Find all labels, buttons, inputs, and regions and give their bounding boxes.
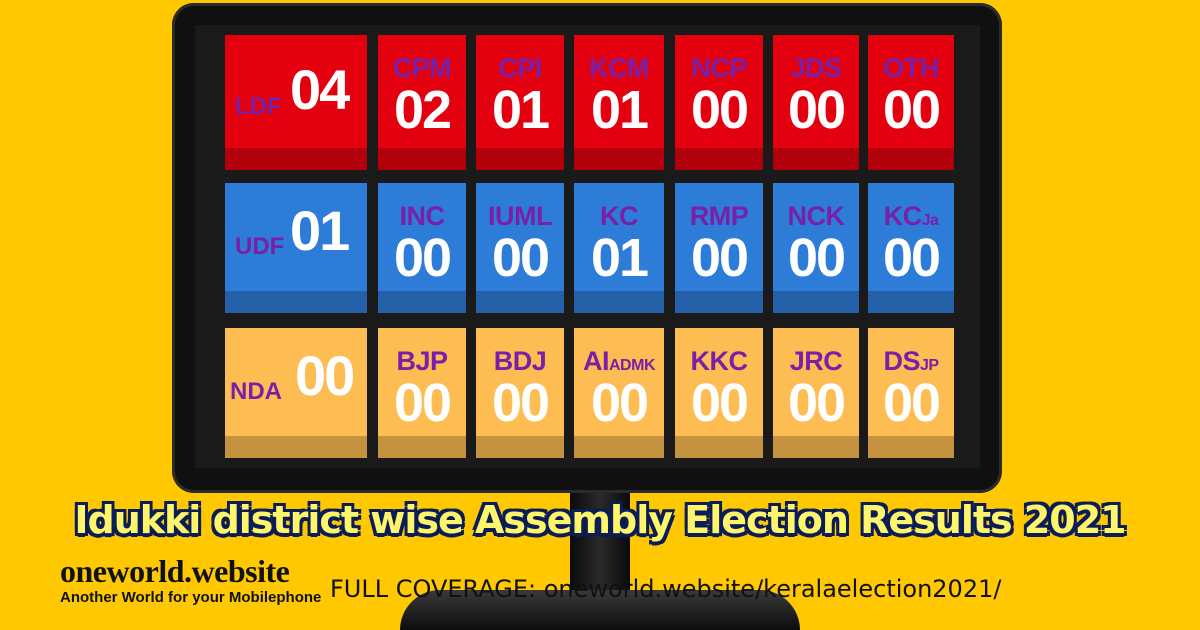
party-name: CPM	[392, 53, 452, 83]
party-cell-cpi: CPI 01	[476, 35, 564, 170]
party-count: 00	[690, 80, 749, 140]
results-board: LDF 04 CPM 02 CPI 01 KCM 01 NCP 00 JDS 0…	[195, 25, 980, 468]
party-name: KKC	[690, 346, 749, 376]
party-count: 01	[590, 80, 649, 140]
ldf-count: 04	[290, 58, 350, 121]
party-count: 01	[491, 80, 550, 140]
party-cell-kkc: KKC 00	[675, 328, 763, 458]
party-cell-nck: NCK 00	[773, 183, 859, 313]
party-cell-jrc: JRC 00	[773, 328, 859, 458]
party-cell-iuml: IUML 00	[476, 183, 564, 313]
party-cell-aiadmk: AIADMK 00	[574, 328, 664, 458]
party-count: 00	[690, 373, 749, 433]
party-cell-ncp: NCP 00	[675, 35, 763, 170]
party-cell-inc: INC 00	[378, 183, 466, 313]
party-name: NCP	[691, 53, 747, 83]
party-count: 00	[882, 373, 941, 433]
party-name: KCM	[589, 53, 650, 83]
headline: Idukki district wise Assembly Election R…	[74, 498, 1126, 542]
ldf-label: LDF	[235, 93, 282, 120]
monitor-stand-base	[400, 590, 800, 630]
party-count: 00	[882, 228, 941, 288]
party-count: 00	[393, 373, 452, 433]
party-count: 00	[787, 373, 846, 433]
party-count: 00	[787, 228, 846, 288]
party-count: 00	[393, 228, 452, 288]
party-cell-bdj: BDJ 00	[476, 328, 564, 458]
party-count: 00	[690, 228, 749, 288]
party-count: 00	[590, 373, 649, 433]
party-count: 00	[882, 80, 941, 140]
party-cell-oth: OTH 00	[868, 35, 954, 170]
party-name: KCJa	[883, 201, 939, 231]
party-cell-kcm: KCM 01	[574, 35, 664, 170]
party-cell-jds: JDS 00	[773, 35, 859, 170]
party-name: JDS	[790, 53, 842, 83]
party-cell-kcja: KCJa 00	[868, 183, 954, 313]
udf-label: UDF	[235, 233, 285, 260]
party-subscript: JP	[919, 357, 939, 374]
udf-total-cell: UDF 01	[225, 183, 367, 313]
party-subscript: Ja	[921, 212, 939, 229]
party-name: AIADMK	[583, 346, 656, 376]
party-cell-cpm: CPM 02	[378, 35, 466, 170]
party-count: 00	[787, 80, 846, 140]
party-name: JRC	[789, 346, 843, 376]
party-name: BJP	[396, 346, 448, 376]
nda-count: 00	[295, 344, 355, 407]
party-name: CPI	[498, 53, 542, 83]
party-cell-bjp: BJP 00	[378, 328, 466, 458]
party-count: 00	[491, 373, 550, 433]
party-count: 01	[590, 228, 649, 288]
party-subscript: ADMK	[609, 357, 656, 374]
party-cell-kc: KC 01	[574, 183, 664, 313]
party-cell-dsjp: DSJP 00	[868, 328, 954, 458]
party-count: 02	[393, 80, 452, 140]
site-tagline: Another World for your Mobilephone	[60, 589, 322, 606]
party-count: 00	[491, 228, 550, 288]
party-name: RMP	[689, 201, 749, 231]
site-logo[interactable]: oneworld.website	[60, 553, 290, 589]
party-name: BDJ	[493, 346, 547, 376]
coverage-link[interactable]: FULL COVERAGE: oneworld.website/keralael…	[330, 575, 1002, 603]
party-name: NCK	[787, 201, 846, 231]
nda-label: NDA	[230, 378, 282, 405]
party-name: INC	[399, 201, 446, 231]
party-name: IUML	[488, 201, 552, 231]
party-name: DSJP	[883, 346, 939, 376]
ldf-total-cell: LDF 04	[225, 35, 367, 170]
party-name: OTH	[883, 53, 939, 83]
nda-total-cell: NDA 00	[225, 328, 367, 458]
party-cell-rmp: RMP 00	[675, 183, 763, 313]
party-name: KC	[600, 201, 639, 231]
udf-count: 01	[290, 199, 350, 262]
